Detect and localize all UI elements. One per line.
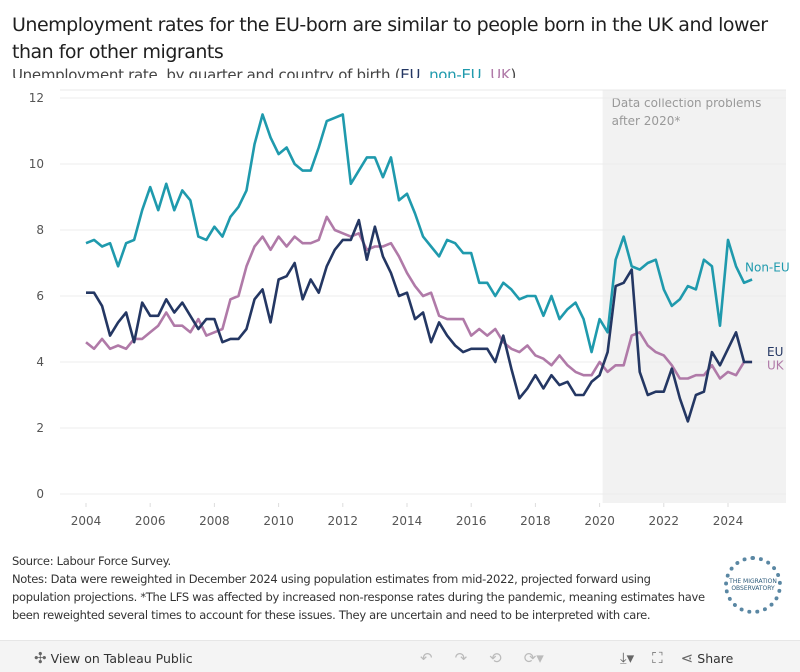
x-tick-label: 2014 xyxy=(392,514,423,528)
x-tick-label: 2004 xyxy=(71,514,102,528)
y-tick-label: 10 xyxy=(29,157,44,171)
tableau-toolbar: ✣ View on Tableau Public ↶ ↷ ⟲ ⟳▾ ⤓▾ ⛶ ⋖… xyxy=(0,640,800,672)
redo-icon[interactable]: ↷ xyxy=(454,649,468,667)
view-on-tableau-button[interactable]: ✣ View on Tableau Public xyxy=(34,649,193,667)
series-label-eu: EU xyxy=(767,345,783,359)
subtitle-sep: , xyxy=(481,66,491,78)
x-tick-label: 2006 xyxy=(135,514,166,528)
share-label: Share xyxy=(697,650,734,666)
x-tick-label: 2024 xyxy=(713,514,744,528)
y-tick-label: 4 xyxy=(36,355,44,369)
y-tick-label: 0 xyxy=(36,487,44,501)
subtitle-prefix: Unemployment rate, by quarter and countr… xyxy=(12,66,401,78)
revert-icon[interactable]: ⟲ xyxy=(489,649,502,667)
view-label: View on Tableau Public xyxy=(50,650,193,666)
x-tick-label: 2016 xyxy=(456,514,487,528)
refresh-icon[interactable]: ⟳▾ xyxy=(523,649,544,667)
share-icon: ⋖ xyxy=(680,649,694,667)
logo-text: THE MIGRATION OBSERVATORY xyxy=(729,578,777,592)
series-label-non-eu: Non-EU xyxy=(745,261,790,275)
subtitle-suffix: ) xyxy=(510,66,517,78)
subtitle-non-eu: non-EU xyxy=(429,66,482,78)
x-tick-label: 2020 xyxy=(584,514,615,528)
tableau-icon: ✣ xyxy=(34,649,47,667)
download-icon[interactable]: ⤓▾ xyxy=(620,649,635,667)
series-label-uk: UK xyxy=(767,358,785,372)
x-tick-label: 2022 xyxy=(649,514,680,528)
y-tick-label: 2 xyxy=(36,421,44,435)
series-line-non-eu xyxy=(85,113,753,354)
source-text: Source: Labour Force Survey. xyxy=(12,554,171,568)
undo-icon[interactable]: ↶ xyxy=(420,649,433,667)
y-tick-label: 8 xyxy=(36,223,44,237)
annotation-line1: Data collection problems xyxy=(612,96,762,110)
series-line-eu xyxy=(86,218,753,423)
chart-title: Unemployment rates for the EU-born are s… xyxy=(12,14,768,63)
y-tick-label: 12 xyxy=(29,91,44,105)
y-tick-label: 6 xyxy=(36,289,44,303)
line-chart: Data collection problems after 2020* 0 2 4… xyxy=(29,89,790,528)
subtitle-sep: , xyxy=(420,66,430,78)
x-tick-label: 2008 xyxy=(199,514,230,528)
chart-subtitle: Unemployment rate, by quarter and countr… xyxy=(12,66,516,78)
x-tick-label: 2010 xyxy=(263,514,294,528)
annotation-line2: after 2020* xyxy=(612,114,681,128)
subtitle-eu: EU xyxy=(400,66,421,78)
footer-notes: Source: Labour Force Survey. Notes: Data… xyxy=(12,552,712,624)
x-tick-label: 2018 xyxy=(520,514,551,528)
notes-text: Notes: Data were reweighted in December … xyxy=(12,572,705,622)
share-button[interactable]: ⋖ Share xyxy=(681,649,734,667)
x-tick-label: 2012 xyxy=(328,514,359,528)
subtitle-uk: UK xyxy=(490,66,511,78)
fullscreen-icon[interactable]: ⛶ xyxy=(652,649,663,667)
migration-observatory-logo: THE MIGRATION OBSERVATORY xyxy=(724,556,782,614)
series-line-uk xyxy=(85,215,753,380)
